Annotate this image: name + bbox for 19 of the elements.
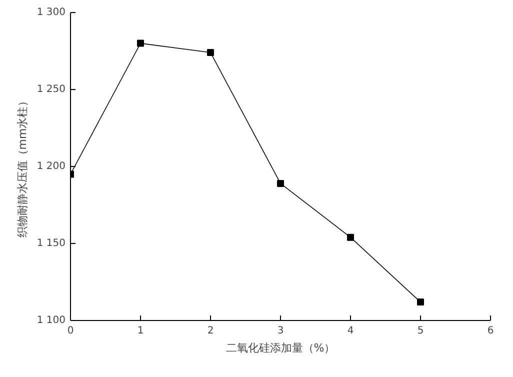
point	[347, 234, 354, 241]
point	[417, 298, 424, 306]
y-tick-label: 1 300	[36, 7, 66, 18]
x-tick-label: 4	[347, 326, 354, 336]
point	[137, 40, 144, 47]
x-tick-label: 3	[277, 326, 284, 336]
y-tick-label: 1 100	[36, 315, 66, 326]
point	[277, 180, 284, 187]
y-axis-title: 织物耐静水压值（mm水柱）	[16, 95, 29, 238]
y-tick-label: 1 200	[36, 161, 66, 172]
x-axis-title: 二氧化硅添加量（%）	[226, 342, 336, 354]
x-tick-label: 6	[487, 326, 494, 336]
x-tick-label: 1	[137, 326, 144, 336]
x-tick-label: 5	[417, 326, 424, 336]
y-tick-label: 1 250	[36, 84, 66, 95]
y-tick-label: 1 150	[36, 238, 66, 249]
x-tick-label: 0	[67, 326, 74, 336]
x-tick-label: 2	[207, 326, 214, 336]
point	[207, 49, 214, 56]
